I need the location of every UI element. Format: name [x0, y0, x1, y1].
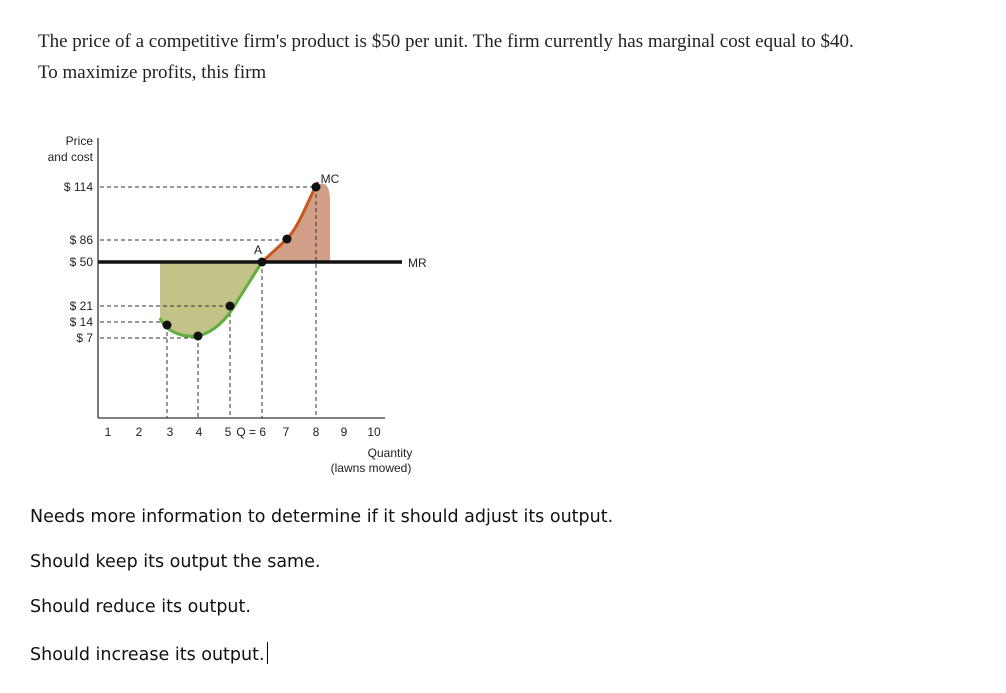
y-tick-label: $ 86 [70, 233, 94, 247]
answer-option[interactable]: Should increase its output. [30, 645, 265, 665]
mc-label: MC [321, 172, 340, 186]
figure: Price and cost $ 114 $ 86 $ 50 $ 21 $ 14… [48, 134, 427, 475]
x-tick-label: 2 [136, 425, 143, 439]
profit-area [160, 262, 262, 337]
question-line: The price of a competitive firm's produc… [38, 31, 854, 52]
x-tick-label: 3 [167, 425, 174, 439]
point-label: A [254, 243, 262, 257]
loss-area [262, 183, 330, 262]
points [162, 182, 321, 341]
x-tick-label: 9 [341, 425, 348, 439]
x-axis-label: (lawns mowed) [331, 461, 412, 475]
y-tick-label: $ 50 [70, 255, 94, 269]
text-caret [266, 642, 269, 664]
y-tick-label: $ 21 [70, 299, 94, 313]
answer-option[interactable]: Should keep its output the same. [30, 552, 321, 572]
x-axis-label: Quantity [368, 446, 413, 460]
answer-option[interactable]: Needs more information to determine if i… [30, 507, 614, 527]
guides [100, 186, 317, 418]
x-tick-label: 4 [196, 425, 203, 439]
y-axis-label: Price [66, 134, 94, 148]
y-tick-label: $ 7 [76, 331, 93, 345]
answer-option-row[interactable]: Should increase its output. [30, 642, 269, 665]
x-tick-label: 5 [225, 425, 232, 439]
y-tick-label: $ 14 [70, 315, 94, 329]
question-line: To maximize profits, this firm [38, 62, 267, 83]
mr-label: MR [408, 256, 427, 270]
x-tick-label: Q = 6 [236, 425, 266, 439]
x-tick-label: 1 [105, 425, 112, 439]
x-tick-label: 8 [313, 425, 320, 439]
x-tick-label: 7 [283, 425, 290, 439]
x-tick-label: 10 [367, 425, 381, 439]
answer-option[interactable]: Should reduce its output. [30, 597, 251, 617]
y-axis-label: and cost [48, 150, 94, 164]
y-tick-label: $ 114 [64, 180, 93, 194]
